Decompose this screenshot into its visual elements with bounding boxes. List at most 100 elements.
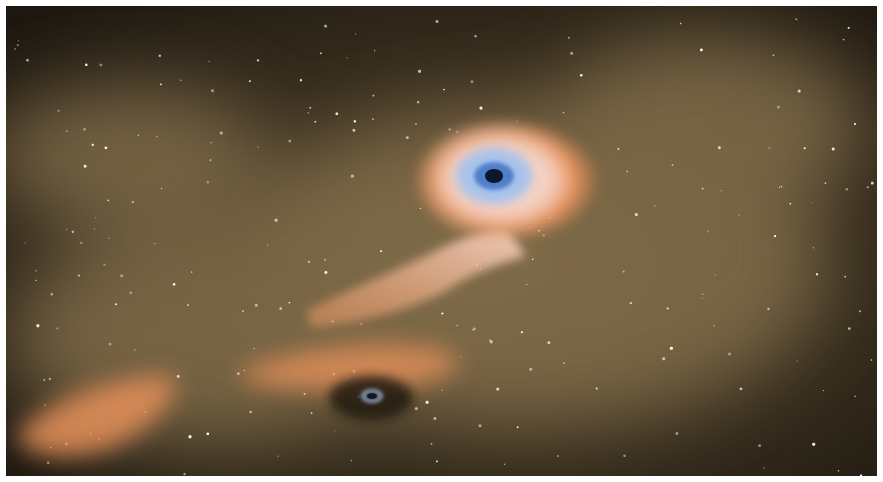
star-icon xyxy=(241,310,244,313)
star-icon xyxy=(176,374,180,378)
star-icon xyxy=(629,301,632,305)
star-icon xyxy=(108,237,110,239)
star-icon xyxy=(24,242,26,244)
star-icon xyxy=(48,377,51,380)
star-icon xyxy=(17,40,20,42)
space-scene xyxy=(6,6,877,476)
star-icon xyxy=(858,310,861,313)
star-icon xyxy=(479,106,483,110)
star-icon xyxy=(303,392,306,395)
star-icon xyxy=(219,131,223,135)
star-icon xyxy=(319,52,322,55)
star-icon xyxy=(563,362,565,364)
star-icon xyxy=(187,304,189,307)
star-icon xyxy=(824,182,827,184)
star-icon xyxy=(26,58,29,62)
star-icon xyxy=(701,187,704,190)
star-icon xyxy=(448,128,451,131)
star-icon xyxy=(796,360,798,362)
star-icon xyxy=(870,181,874,185)
star-icon xyxy=(778,186,780,188)
star-icon xyxy=(211,89,214,93)
star-icon xyxy=(547,341,551,345)
upper-black-hole xyxy=(411,119,601,243)
star-icon xyxy=(172,282,176,286)
star-icon xyxy=(433,416,437,420)
star-icon xyxy=(137,134,139,136)
star-icon xyxy=(80,241,83,244)
star-icon xyxy=(425,400,429,404)
star-icon xyxy=(478,424,482,428)
star-icon xyxy=(129,291,133,295)
star-icon xyxy=(470,80,474,84)
star-icon xyxy=(324,24,328,28)
star-icon xyxy=(456,324,459,327)
star-icon xyxy=(848,327,851,330)
star-icon xyxy=(206,181,210,184)
star-icon xyxy=(36,324,40,328)
star-icon xyxy=(299,79,303,82)
star-icon xyxy=(35,269,38,272)
star-icon xyxy=(310,412,313,414)
star-icon xyxy=(206,432,210,436)
star-icon xyxy=(789,202,792,205)
star-icon xyxy=(46,461,50,464)
star-icon xyxy=(772,54,775,57)
star-icon xyxy=(307,260,311,264)
star-icon xyxy=(679,22,682,25)
star-icon xyxy=(845,187,849,191)
star-icon xyxy=(335,112,339,116)
star-icon xyxy=(520,331,523,334)
star-icon xyxy=(249,410,252,414)
star-icon xyxy=(460,356,462,358)
star-icon xyxy=(95,217,97,219)
star-icon xyxy=(474,34,477,38)
star-icon xyxy=(91,143,95,147)
star-icon xyxy=(430,442,433,445)
lower-black-hole xyxy=(329,376,413,420)
star-icon xyxy=(65,130,68,133)
lower-gas-cloud xyxy=(236,344,458,390)
star-icon xyxy=(815,273,819,276)
star-icon xyxy=(416,100,420,104)
star-icon xyxy=(443,88,445,91)
star-icon xyxy=(529,367,533,371)
star-icon xyxy=(108,342,112,346)
star-icon xyxy=(350,459,353,462)
star-icon xyxy=(717,146,721,150)
star-icon xyxy=(666,307,669,310)
star-icon xyxy=(267,244,268,246)
star-icon xyxy=(623,454,626,458)
star-icon xyxy=(104,146,108,150)
star-icon xyxy=(812,442,816,446)
star-icon xyxy=(210,141,212,144)
star-icon xyxy=(758,444,761,447)
star-icon xyxy=(774,235,777,238)
star-icon xyxy=(380,250,383,253)
star-icon xyxy=(120,274,124,278)
star-icon xyxy=(441,389,443,391)
star-icon xyxy=(562,111,565,114)
star-icon xyxy=(415,123,417,125)
star-icon xyxy=(567,36,570,39)
star-icon xyxy=(472,328,474,331)
gas-stream xyxy=(306,226,526,328)
star-icon xyxy=(288,301,291,304)
star-icon xyxy=(352,128,356,132)
star-icon xyxy=(323,258,327,261)
star-icon xyxy=(803,147,806,150)
star-icon xyxy=(77,274,81,277)
star-icon xyxy=(675,432,679,435)
star-icon xyxy=(701,297,703,299)
star-icon xyxy=(570,51,574,55)
star-icon xyxy=(671,164,674,167)
star-icon xyxy=(346,57,348,59)
star-icon xyxy=(662,357,666,361)
star-icon xyxy=(93,228,96,230)
star-icon xyxy=(208,60,210,63)
star-icon xyxy=(99,63,103,67)
star-icon xyxy=(580,74,583,77)
star-icon xyxy=(707,230,710,233)
star-icon xyxy=(277,455,279,458)
star-icon xyxy=(133,348,136,351)
